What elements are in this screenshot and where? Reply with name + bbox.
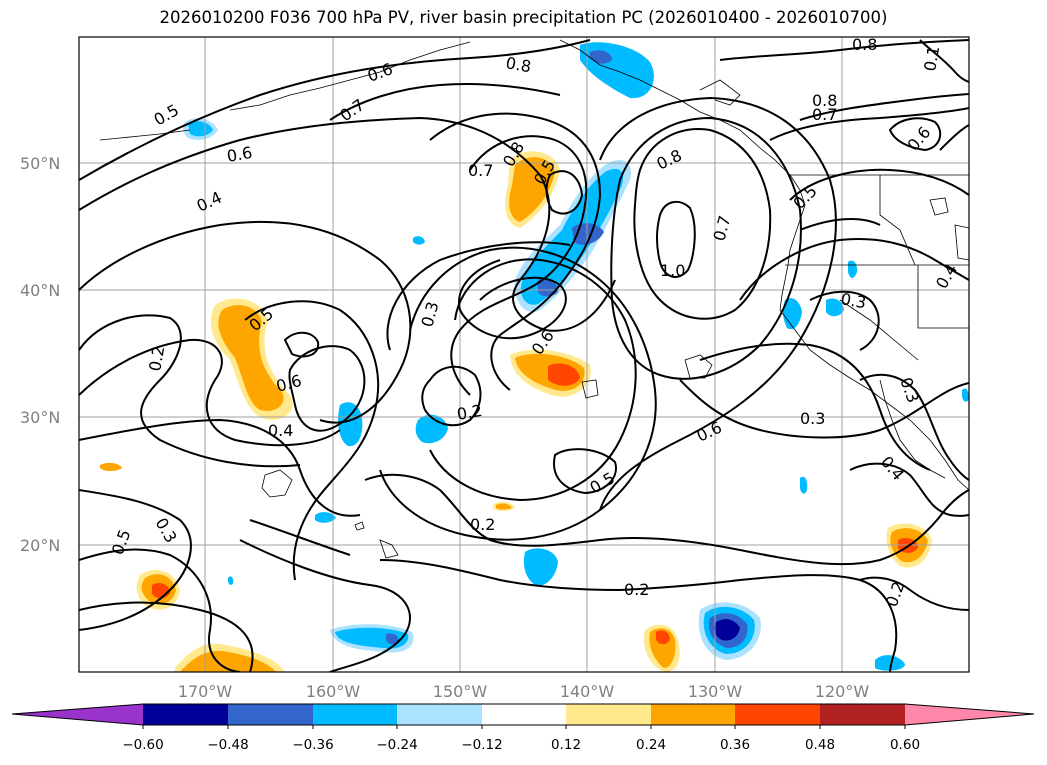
lon-label: 140°W xyxy=(560,682,615,701)
colorbar-segment xyxy=(397,704,482,725)
longitude-labels: 170°W 160°W 150°W 140°W 130°W 120°W xyxy=(178,682,870,701)
colorbar-extend-low xyxy=(12,704,143,725)
lon-label: 150°W xyxy=(433,682,488,701)
lon-label: 120°W xyxy=(815,682,870,701)
lon-label: 130°W xyxy=(688,682,743,701)
contour-label: 0.2 xyxy=(455,401,483,424)
contour-label: 0.8 xyxy=(812,91,837,110)
colorbar-tick-label: 0.24 xyxy=(636,737,666,753)
contour-label: 0.3 xyxy=(800,409,825,428)
contour-label: 0.7 xyxy=(468,161,493,180)
lat-label: 40°N xyxy=(20,281,60,300)
lat-label: 20°N xyxy=(20,536,60,555)
colorbar-tick-label: −0.60 xyxy=(122,737,163,753)
contour-label: 0.3 xyxy=(839,289,867,312)
contour-label: 0.6 xyxy=(225,143,253,166)
colorbar-segment xyxy=(820,704,905,725)
colorbar-tick-label: 0.48 xyxy=(805,737,835,753)
colorbar-segment xyxy=(735,704,820,725)
map-frame xyxy=(78,36,970,673)
pv-contours xyxy=(79,39,969,672)
latitude-labels: 50°N 40°N 30°N 20°N xyxy=(20,154,60,555)
colorbar-segment xyxy=(228,704,313,725)
contour-label: 0.2 xyxy=(470,515,495,534)
lat-label: 50°N xyxy=(20,154,60,173)
colorbar-tick-label: −0.48 xyxy=(207,737,248,753)
colorbar-tick-label: −0.24 xyxy=(376,737,417,753)
colorbar-segment xyxy=(313,704,397,725)
contour-label: 1.0 xyxy=(660,261,685,280)
colorbar-tick-label: 0.36 xyxy=(720,737,750,753)
colorbar-tick-label: −0.12 xyxy=(461,737,502,753)
colorbar-segment xyxy=(482,704,566,725)
contour-label: 0.7 xyxy=(812,105,837,124)
colorbar: −0.60 −0.48 −0.36 −0.24 −0.12 0.12 0.24 … xyxy=(11,703,1035,753)
colorbar-segment xyxy=(651,704,735,725)
contour-label: 0.8 xyxy=(504,53,532,76)
colorbar-extend-high xyxy=(905,704,1034,725)
lon-label: 160°W xyxy=(306,682,361,701)
colorbar-segment xyxy=(143,704,228,725)
contour-label: 0.2 xyxy=(145,344,168,372)
lat-label: 30°N xyxy=(20,408,60,427)
colorbar-tick-label: 0.12 xyxy=(551,737,581,753)
contour-label: 0.1 xyxy=(920,44,943,72)
colorbar-segment xyxy=(566,704,651,725)
colorbar-tick-label: 0.60 xyxy=(890,737,920,753)
lon-label: 170°W xyxy=(178,682,233,701)
coastlines xyxy=(99,39,969,559)
precip-shading xyxy=(100,42,969,672)
map-title: 2026010200 F036 700 hPa PV, river basin … xyxy=(159,8,888,27)
contour-label: 0.4 xyxy=(268,421,293,440)
contour-label: 0.2 xyxy=(624,580,649,599)
colorbar-ticks xyxy=(142,725,906,729)
colorbar-tick-label: −0.36 xyxy=(292,737,333,753)
contour-label: 0.8 xyxy=(852,35,877,54)
